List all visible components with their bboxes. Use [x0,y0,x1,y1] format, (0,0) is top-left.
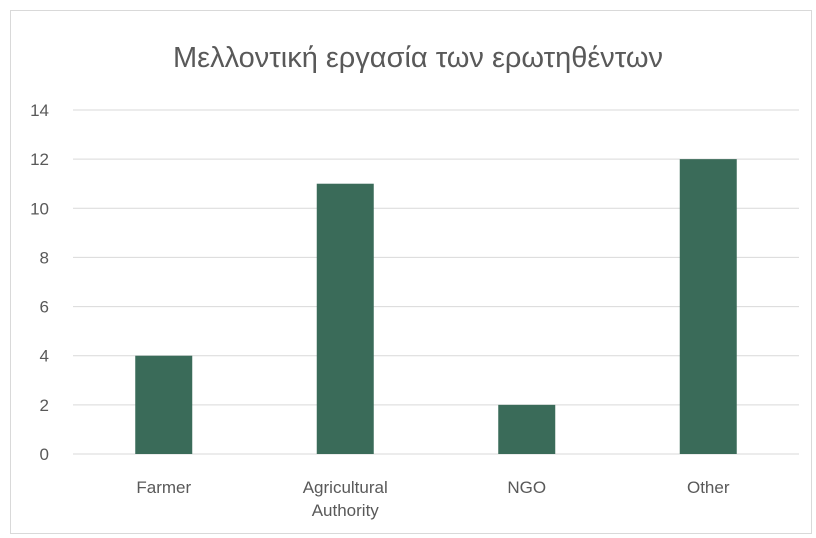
bar [679,159,737,454]
bar [498,404,556,454]
chart-title: Μελλοντική εργασία των ερωτηθέντων [173,42,663,74]
y-tick-label: 6 [40,298,49,317]
y-tick-label: 4 [40,347,49,366]
gridlines [73,109,799,455]
bars [135,159,737,454]
x-tick-label: Authority [312,501,380,520]
y-tick-label: 14 [30,101,49,120]
y-tick-label: 0 [40,445,49,464]
y-axis-tick-labels: 0 2 4 6 8 10 12 14 [30,101,49,464]
x-axis-tick-labels: Farmer Agricultural Authority NGO Other [136,478,729,520]
y-tick-label: 12 [30,150,49,169]
x-tick-label: NGO [507,478,546,497]
bar [316,183,374,454]
bar [135,355,193,454]
y-tick-label: 2 [40,396,49,415]
x-tick-label: Agricultural [303,478,388,497]
y-tick-label: 8 [40,248,49,267]
x-tick-label: Farmer [136,478,191,497]
x-tick-label: Other [687,478,730,497]
y-tick-label: 10 [30,199,49,218]
